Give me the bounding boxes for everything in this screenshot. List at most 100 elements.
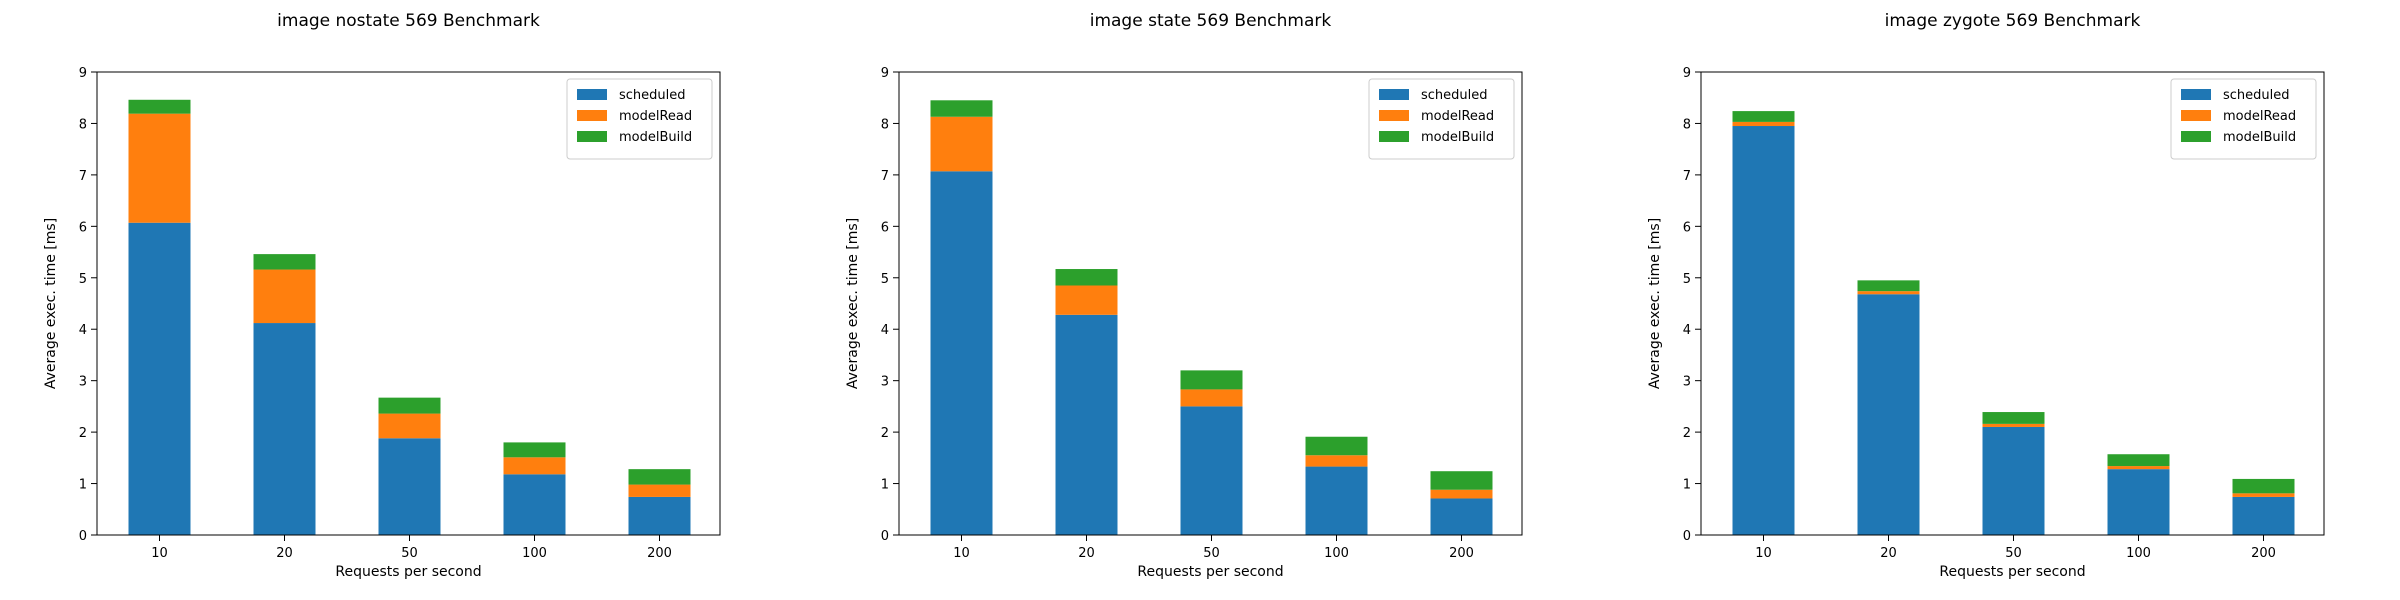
bar-scheduled [1732,126,1795,536]
y-tick-label: 3 [881,375,889,390]
x-tick-label: 10 [151,546,168,561]
bar-modelRead [1305,455,1368,467]
x-axis-label: Requests per second [1137,564,1283,580]
bar-scheduled [2232,496,2295,535]
legend-swatch-scheduled [1379,89,1409,100]
y-axis-label: Average exec. time [ms] [845,218,861,389]
bar-modelRead [1180,389,1243,407]
legend-label-scheduled: scheduled [619,88,686,103]
legend-label-modelRead: modelRead [619,109,692,124]
legend-label-scheduled: scheduled [2223,88,2290,103]
bar-modelBuild [1732,111,1795,122]
x-tick-label: 200 [2251,546,2276,561]
x-axis-label: Requests per second [1939,564,2085,580]
y-tick-label: 2 [79,426,87,441]
bar-modelRead [128,113,191,223]
y-tick-label: 4 [881,323,889,338]
legend-swatch-modelRead [2181,110,2211,121]
bar-scheduled [1055,314,1118,535]
bar-scheduled [1857,294,1920,535]
y-tick-label: 1 [1683,478,1691,493]
legend-swatch-modelBuild [577,131,607,142]
y-tick-label: 7 [881,169,889,184]
legend-swatch-modelBuild [1379,131,1409,142]
x-tick-label: 10 [1755,546,1772,561]
y-tick-label: 5 [79,272,87,287]
legend-swatch-modelRead [1379,110,1409,121]
bar-modelBuild [1055,269,1118,286]
legend-label-modelBuild: modelBuild [2223,130,2296,145]
axes-frame [96,71,721,536]
y-tick-label: 0 [1683,529,1691,544]
x-tick-label: 100 [2126,546,2151,561]
legend-swatch-modelBuild [2181,131,2211,142]
bar-modelBuild [1180,370,1243,390]
y-tick-label: 9 [1683,66,1691,81]
x-tick-label: 20 [1078,546,1095,561]
y-tick-label: 8 [881,117,889,132]
legend-label-scheduled: scheduled [1421,88,1488,103]
bar-modelBuild [930,100,993,117]
bar-modelRead [1732,121,1795,127]
bar-modelRead [628,484,691,497]
bar-scheduled [1180,406,1243,535]
bar-modelBuild [628,469,691,485]
y-tick-label: 4 [79,323,87,338]
x-tick-label: 100 [522,546,547,561]
y-axis-label: Average exec. time [ms] [43,218,59,389]
bar-scheduled [378,438,441,535]
x-tick-label: 50 [401,546,418,561]
y-tick-label: 3 [79,375,87,390]
y-tick-label: 0 [881,529,889,544]
legend-label-modelBuild: modelBuild [619,130,692,145]
bar-scheduled [628,496,691,535]
bar-scheduled [503,474,566,535]
x-tick-label: 10 [953,546,970,561]
legend-label-modelRead: modelRead [1421,109,1494,124]
bar-modelRead [930,116,993,172]
bar-scheduled [1430,498,1493,535]
y-tick-label: 2 [1683,426,1691,441]
bar-modelBuild [1857,280,1920,292]
y-tick-label: 5 [881,272,889,287]
bar-scheduled [1305,466,1368,535]
y-tick-label: 5 [1683,272,1691,287]
y-tick-label: 7 [79,169,87,184]
bar-modelBuild [1982,412,2045,424]
chart-panel-3: image zygote 569 Benchmark 0 1 2 3 4 5 6 7 8 9 10 20… [1647,11,2325,580]
bar-scheduled [930,171,993,535]
bar-modelRead [2107,466,2170,470]
bar-scheduled [2107,469,2170,535]
y-tick-label: 4 [1683,323,1691,338]
bar-modelBuild [2232,478,2295,494]
bar-modelBuild [253,254,316,270]
x-tick-label: 20 [276,546,293,561]
bar-modelBuild [2107,454,2170,467]
y-axis-label: Average exec. time [ms] [1647,218,1663,389]
y-tick-label: 1 [881,478,889,493]
chart-title: image zygote 569 Benchmark [1885,11,2141,31]
bar-modelRead [378,413,441,439]
chart-panel-1: image nostate 569 Benchmark 0 1 2 3 4 5 6 7 8 9 10 2… [43,11,721,580]
y-tick-label: 0 [79,529,87,544]
legend: scheduled modelRead modelBuild [2170,78,2317,160]
y-tick-label: 6 [1683,220,1691,235]
legend: scheduled modelRead modelBuild [1368,78,1515,160]
bar-modelRead [1430,489,1493,499]
y-tick-label: 9 [881,66,889,81]
chart-title: image nostate 569 Benchmark [277,11,540,31]
y-tick-label: 9 [79,66,87,81]
bar-modelRead [2232,493,2295,497]
y-tick-label: 2 [881,426,889,441]
bar-modelRead [1982,423,2045,427]
y-tick-label: 6 [881,220,889,235]
y-tick-label: 6 [79,220,87,235]
bar-modelBuild [1430,471,1493,490]
x-tick-label: 50 [1203,546,1220,561]
y-tick-label: 7 [1683,169,1691,184]
x-tick-label: 20 [1880,546,1897,561]
bar-scheduled [253,323,316,535]
bar-modelRead [253,269,316,324]
y-tick-label: 8 [79,117,87,132]
